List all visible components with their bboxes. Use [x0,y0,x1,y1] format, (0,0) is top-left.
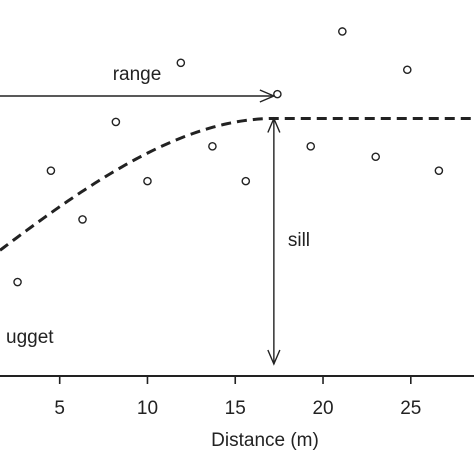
data-point-1 [13,277,22,287]
data-point-5 [143,176,152,186]
data-point-6 [176,58,186,68]
data-point-9 [273,89,282,99]
data-point-12 [371,152,380,162]
data-point-14 [434,166,444,175]
x-tick-label-20: 20 [312,398,333,419]
range-label: range [113,64,162,85]
model-curve [0,116,474,252]
data-point-8 [241,176,251,186]
nugget-label: ugget [6,327,54,348]
data-point-7 [208,142,217,151]
x-tick-label-15: 15 [225,398,246,419]
x-tick-label-5: 5 [54,398,65,419]
sill-label: sill [288,230,310,251]
data-point-4 [111,117,121,127]
x-tick-label-25: 25 [400,398,421,419]
data-point-3 [78,215,87,224]
sill-arrow-head-bottom [267,349,281,366]
x-tick-label-10: 10 [137,398,158,419]
x-axis-label: Distance (m) [211,430,319,451]
data-point-10 [306,142,316,151]
sill-arrow-head-top [267,116,281,133]
data-point-11 [338,27,347,36]
data-point-2 [46,166,56,175]
data-point-13 [402,65,412,75]
